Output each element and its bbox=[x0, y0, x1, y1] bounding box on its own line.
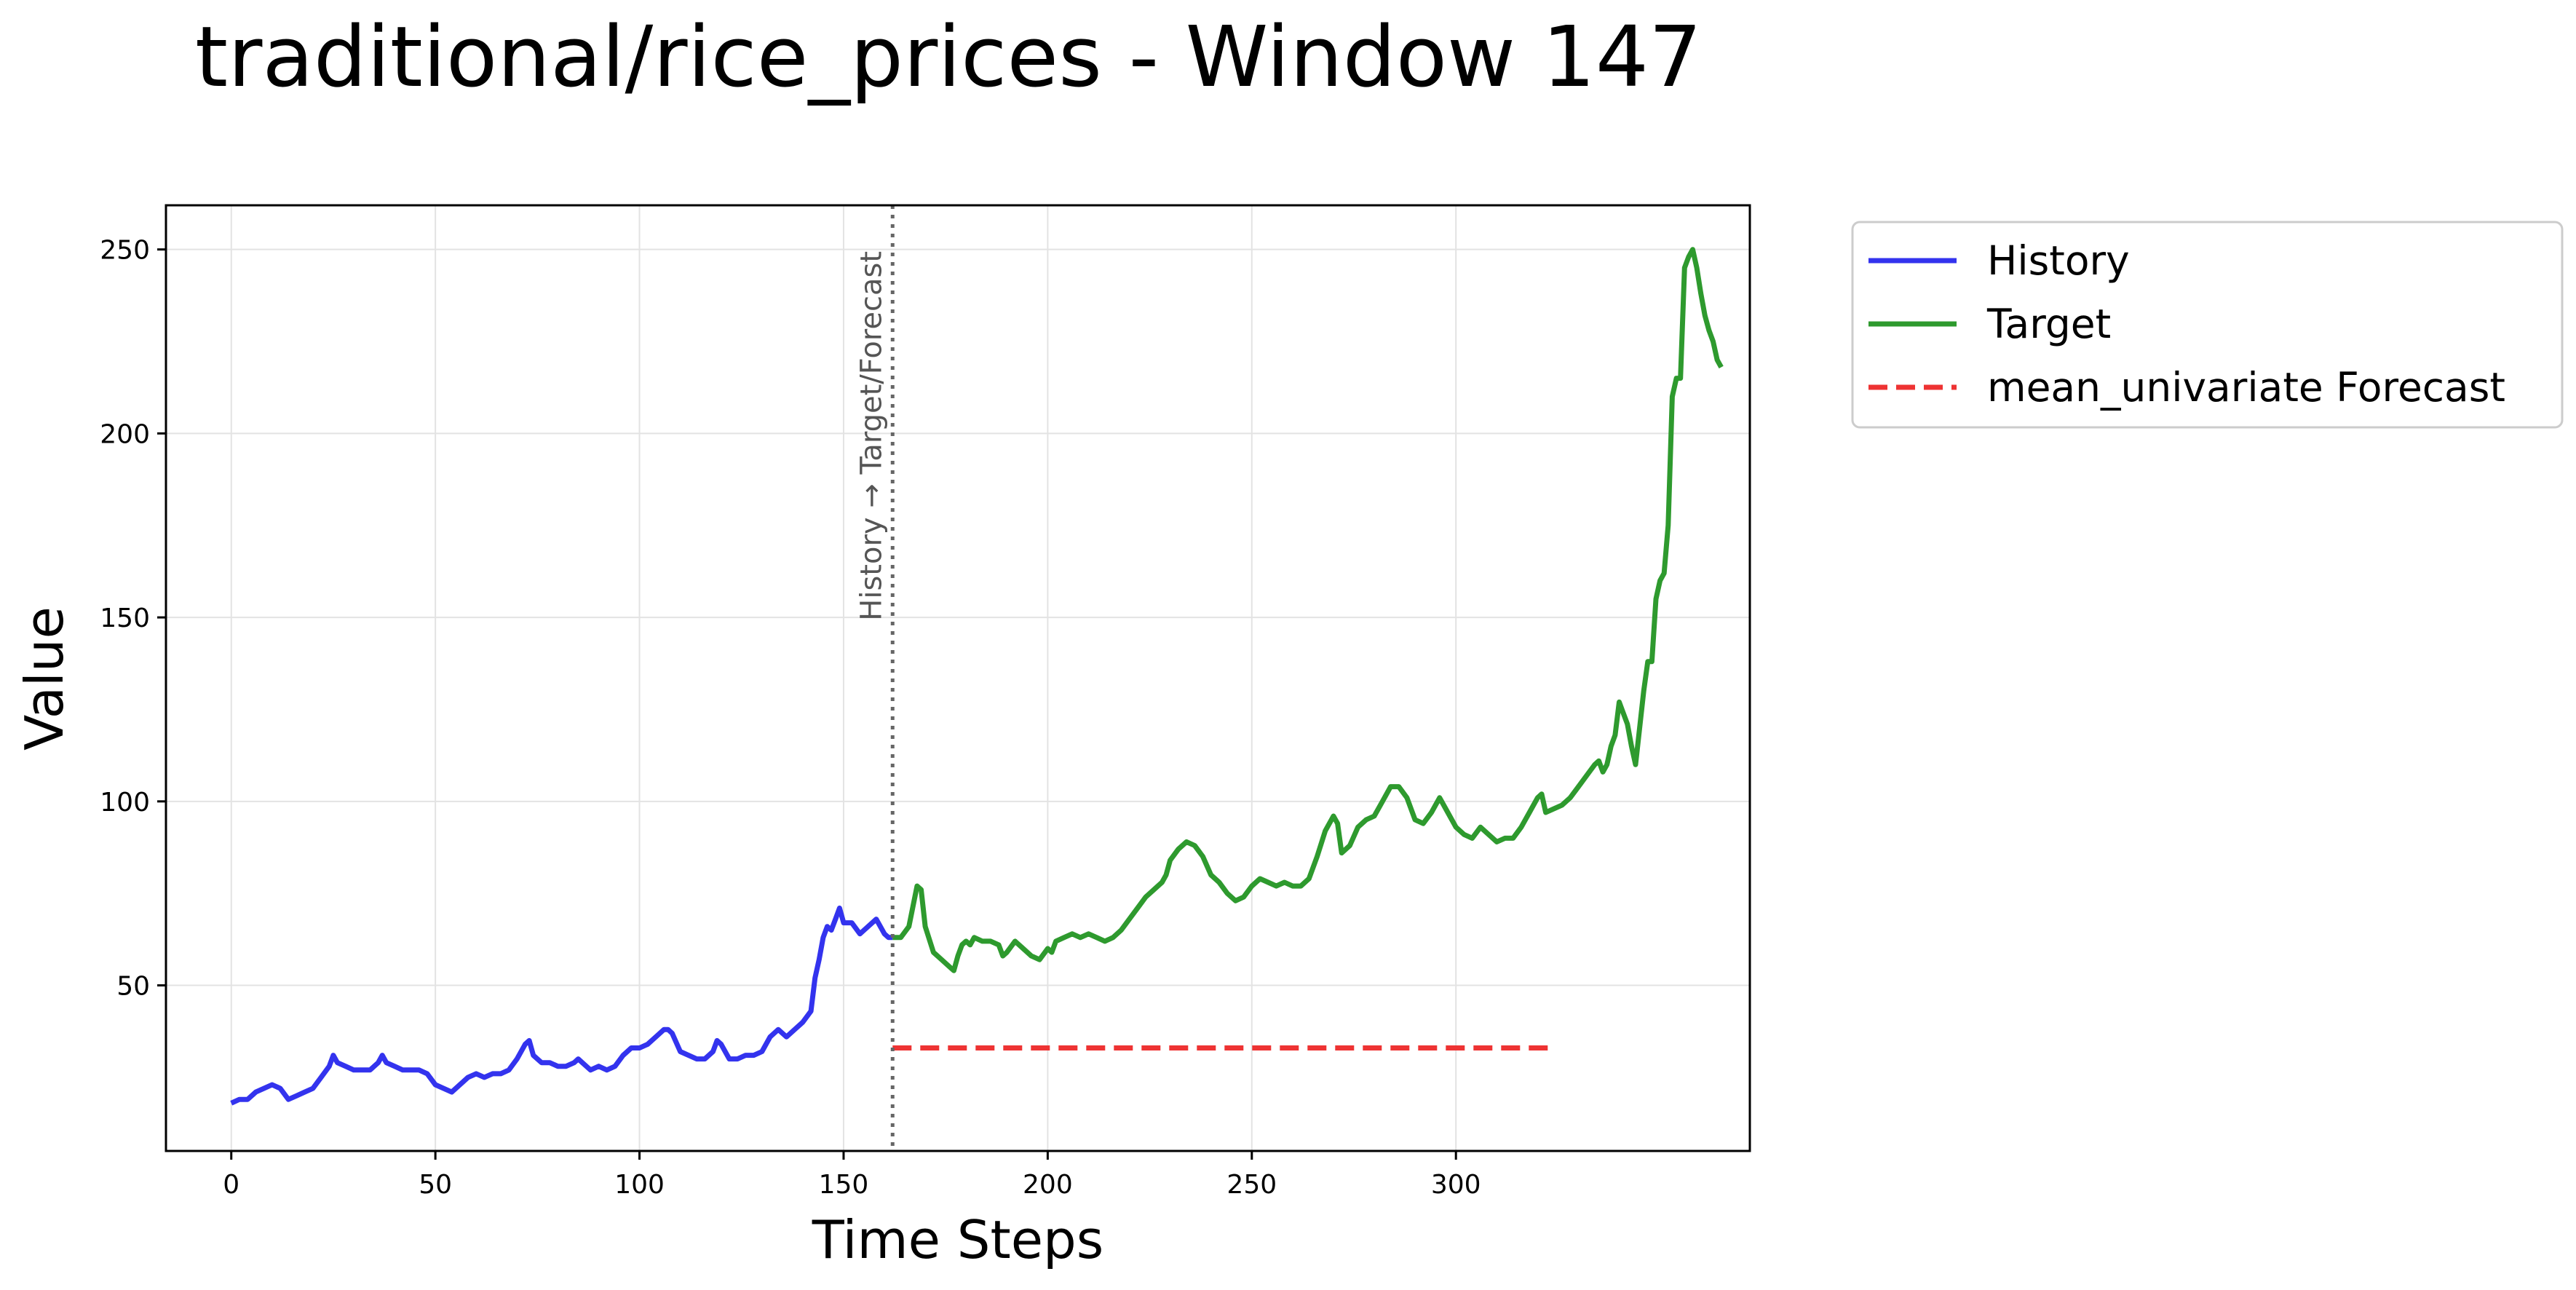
split-label: History → Target/Forecast bbox=[855, 251, 888, 621]
x-tick-label: 150 bbox=[819, 1170, 869, 1200]
y-axis-label: Value bbox=[14, 606, 75, 751]
plot-frame bbox=[165, 204, 1751, 1152]
x-tick-label: 50 bbox=[419, 1170, 452, 1200]
series-line-target bbox=[892, 247, 1724, 973]
grid bbox=[166, 205, 1750, 1151]
series-line-history bbox=[230, 905, 893, 1106]
x-tick-label: 300 bbox=[1431, 1170, 1481, 1200]
x-axis-label: Time Steps bbox=[812, 1209, 1104, 1270]
legend-box bbox=[1851, 221, 2564, 429]
series-layer bbox=[230, 247, 1724, 1106]
y-tick-label: 100 bbox=[100, 788, 150, 818]
legend-label: Target bbox=[1986, 301, 2111, 347]
axis-ticks: 0 50 100 150 200 250 300 50 100 150 200 250 bbox=[100, 236, 1481, 1200]
x-tick-label: 0 bbox=[223, 1170, 239, 1200]
legend-label: History bbox=[1987, 237, 2130, 284]
x-tick-label: 250 bbox=[1226, 1170, 1277, 1200]
split-marker: History → Target/Forecast bbox=[855, 205, 895, 1151]
x-tick-label: 100 bbox=[614, 1170, 665, 1200]
x-tick-label: 200 bbox=[1023, 1170, 1073, 1200]
legend: History Target mean_univariate Forecast bbox=[1851, 221, 2564, 429]
y-tick-label: 50 bbox=[116, 972, 150, 1002]
chart-title: traditional/rice_prices - Window 147 bbox=[195, 9, 1702, 106]
legend-label: mean_univariate Forecast bbox=[1987, 364, 2505, 411]
y-tick-label: 150 bbox=[100, 604, 150, 633]
y-tick-label: 250 bbox=[100, 236, 150, 266]
y-tick-label: 200 bbox=[100, 419, 150, 449]
